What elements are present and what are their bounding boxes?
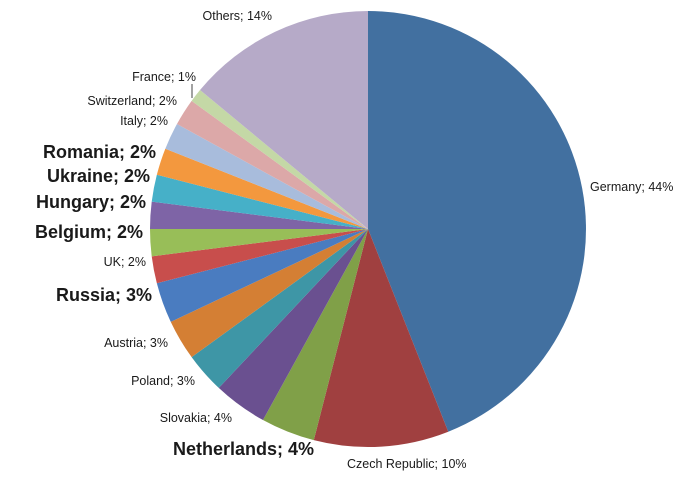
label-belgium: Belgium; 2%	[35, 222, 143, 242]
slice-others	[200, 11, 368, 229]
label-germany: Germany; 44%	[590, 180, 673, 194]
label-netherlands: Netherlands; 4%	[173, 439, 314, 459]
label-france: France; 1%	[132, 70, 196, 84]
label-austria: Austria; 3%	[104, 336, 168, 350]
slice-belgium	[150, 229, 368, 257]
label-hungary: Hungary; 2%	[36, 192, 146, 212]
label-others: Others; 14%	[203, 9, 272, 23]
label-ukraine: Ukraine; 2%	[47, 166, 150, 186]
slice-romania	[156, 148, 368, 229]
slice-germany	[368, 11, 586, 432]
label-switzerland: Switzerland; 2%	[87, 94, 177, 108]
slice-france	[191, 90, 368, 229]
slice-poland	[191, 229, 368, 388]
slice-switzerland	[176, 100, 368, 229]
slice-netherlands	[262, 229, 368, 441]
label-italy: Italy; 2%	[120, 114, 168, 128]
slice-labels: Germany; 44% Czech Republic; 10% Netherlan…	[35, 9, 673, 471]
slice-hungary	[150, 201, 368, 229]
slice-slovakia	[218, 229, 368, 421]
label-russia: Russia; 3%	[56, 285, 152, 305]
slice-ukraine	[151, 174, 368, 229]
label-uk: UK; 2%	[104, 255, 146, 269]
slice-austria	[170, 229, 368, 358]
slice-italy	[165, 123, 368, 229]
slice-russia	[156, 229, 368, 322]
label-slovakia: Slovakia; 4%	[160, 411, 232, 425]
label-poland: Poland; 3%	[131, 374, 195, 388]
label-romania: Romania; 2%	[43, 142, 156, 162]
slice-czech-republic	[313, 229, 449, 447]
pie-slices	[150, 11, 586, 447]
slice-uk	[151, 229, 368, 284]
label-czech-republic: Czech Republic; 10%	[347, 457, 467, 471]
